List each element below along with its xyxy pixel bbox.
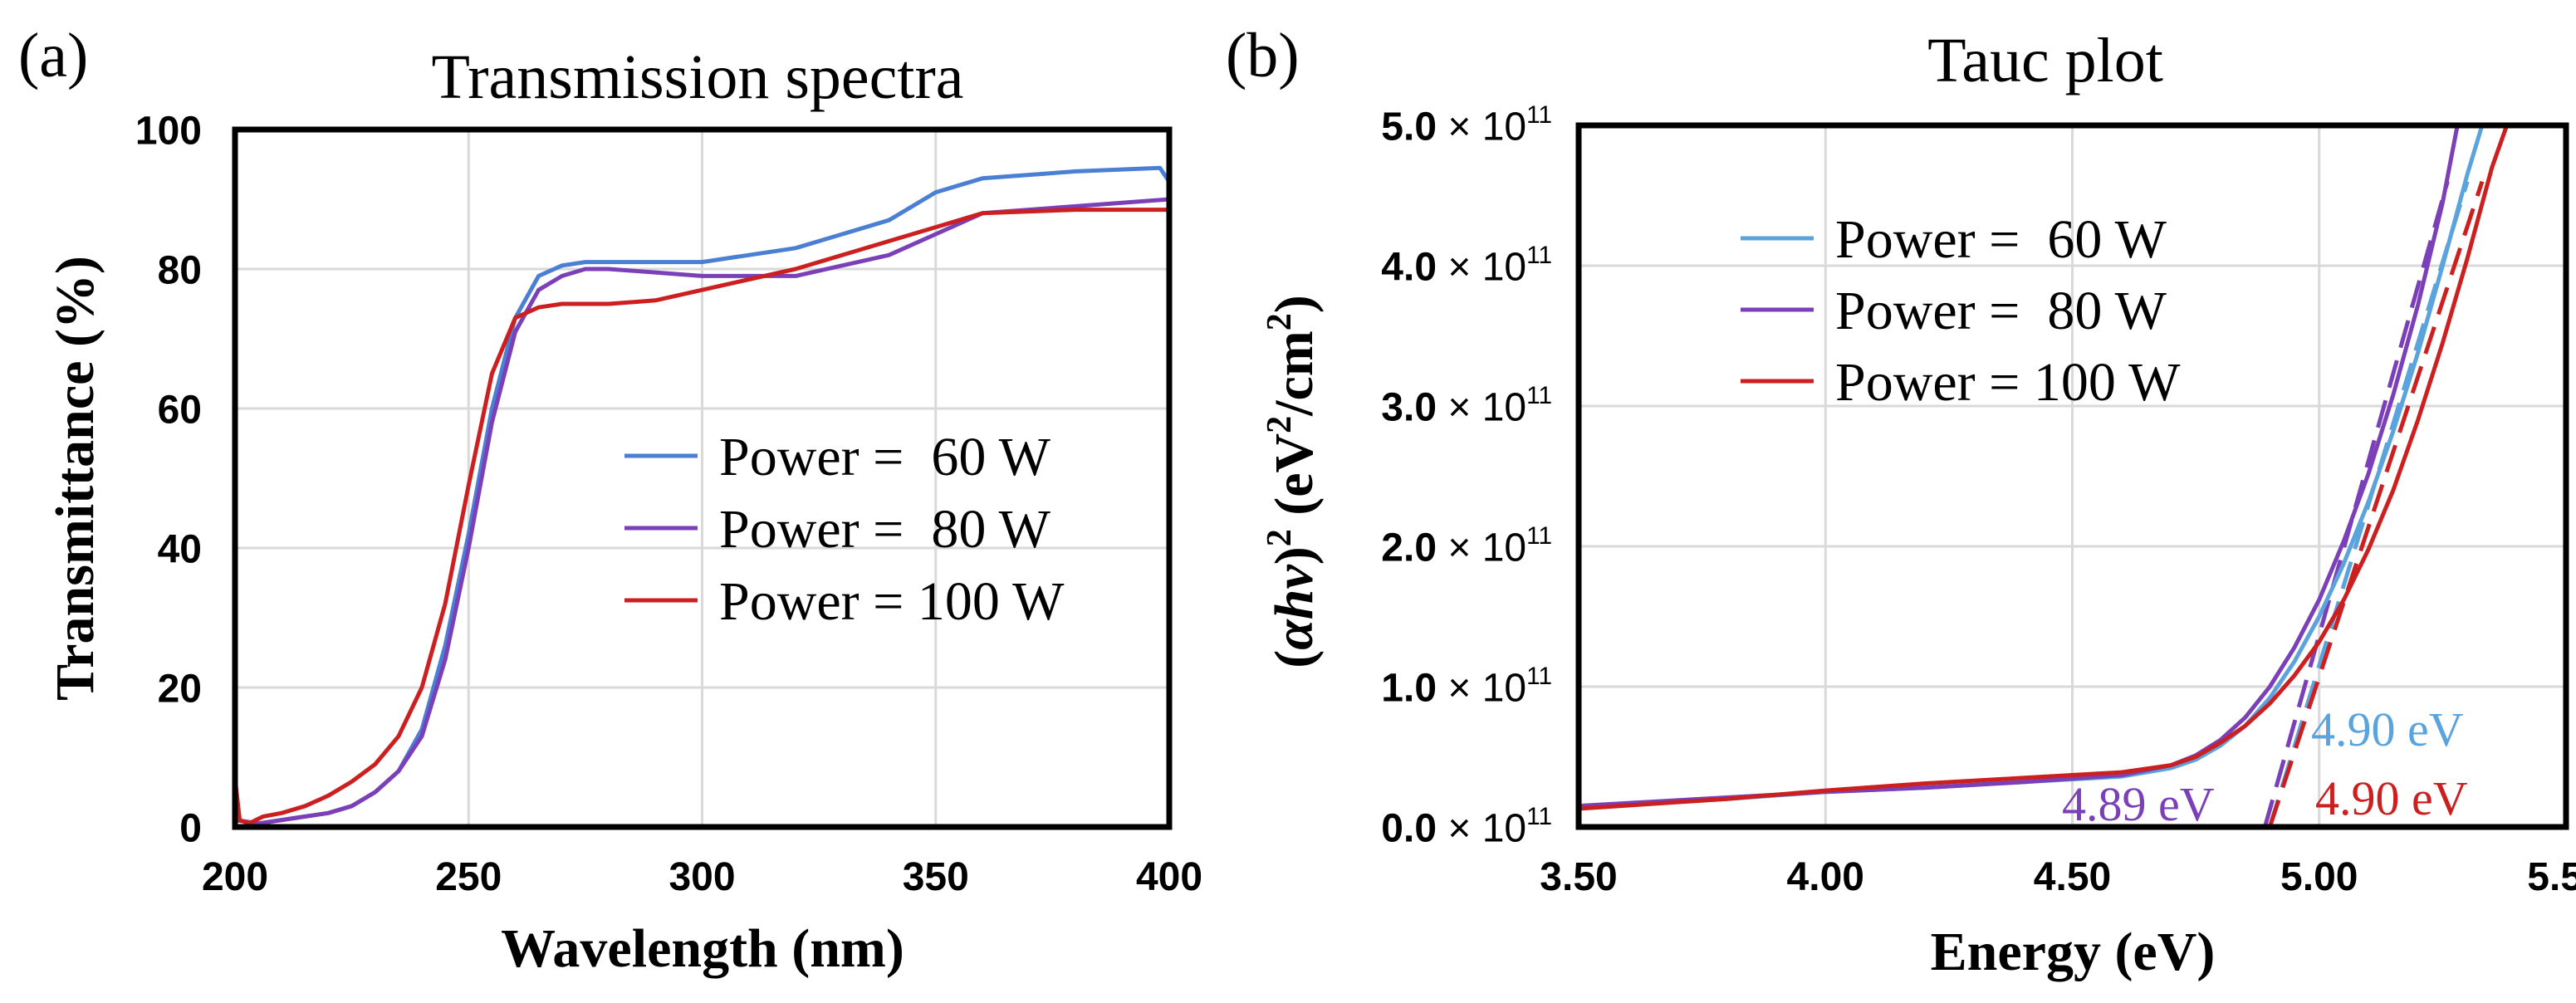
y-tick-label: 40 <box>158 527 202 571</box>
y-tick-exponent: 11 <box>1526 522 1552 550</box>
panel-a-legend: Power = 60 W Power = 80 W Power = 100 W <box>624 427 1065 632</box>
panel-a-y-axis-label: Transmittance (%) <box>45 256 105 701</box>
y-label-nu: ν <box>1264 565 1325 590</box>
panel-a-series <box>233 165 1172 826</box>
y-tick-exponent: 11 <box>1526 663 1552 690</box>
panel-b-legend: Power = 60 W Power = 80 W Power = 100 W <box>1741 209 2181 413</box>
panel-a-legend-label-100w: Power = 100 W <box>719 571 1065 632</box>
y-tick-label: 1.0 × 1011 <box>1381 663 1552 710</box>
y-tick-mantissa: 3.0 <box>1381 385 1447 429</box>
y-tick-label: 60 <box>158 388 202 432</box>
panel-a-yticks: 0 20 40 60 80 100 <box>135 109 202 850</box>
y-label-exp: 2 <box>1261 529 1299 546</box>
panel-b-annotation-100w-bandgap: 4.90 eV <box>2315 771 2468 825</box>
y-tick-label: 0.0 × 1011 <box>1381 803 1552 850</box>
panel-b-annotation-60w-bandgap: 4.90 eV <box>2311 702 2464 756</box>
x-tick-label: 5.50 <box>2527 855 2576 899</box>
y-label-unit-post: ) <box>1264 295 1325 313</box>
panel-a-label: (a) <box>18 21 88 91</box>
fit-line-2 <box>2267 180 2485 828</box>
y-tick-mantissa: 0.0 <box>1381 806 1447 850</box>
y-tick-exponent: 11 <box>1526 101 1552 129</box>
y-tick-times: × <box>1447 385 1471 429</box>
y-label-unit-exp1: 2 <box>1261 416 1299 433</box>
x-tick-label: 300 <box>668 855 735 899</box>
panel-a-xticks: 200 250 300 350 400 <box>202 855 1202 899</box>
y-tick-base: 10 <box>1471 385 1526 429</box>
y-tick-label: 100 <box>135 109 202 153</box>
x-tick-label: 3.50 <box>1540 855 1617 899</box>
y-tick-exponent: 11 <box>1526 242 1552 269</box>
x-tick-label: 350 <box>903 855 969 899</box>
panel-b-series <box>1578 125 2510 811</box>
y-label-alpha: α <box>1264 619 1325 650</box>
panel-b-y-axis-label: (αhν)2 (eV2/cm2) <box>1261 295 1325 668</box>
y-tick-base: 10 <box>1471 105 1526 149</box>
panel-b-legend-label-60w: Power = 60 W <box>1835 209 2167 270</box>
y-tick-label: 80 <box>158 248 202 292</box>
panel-b-x-axis-label: Energy (eV) <box>1931 922 2216 982</box>
x-tick-label: 400 <box>1136 855 1202 899</box>
y-tick-exponent: 11 <box>1526 803 1552 830</box>
panel-a-title: Transmission spectra <box>431 42 963 112</box>
y-label-unit-mid: /cm <box>1264 330 1325 417</box>
panel-b-title: Tauc plot <box>1927 26 2163 95</box>
y-tick-mantissa: 5.0 <box>1381 105 1447 149</box>
panel-b-plot-frame <box>1575 122 2569 830</box>
panel-b-label: (b) <box>1226 21 1300 91</box>
y-tick-label: 4.0 × 1011 <box>1381 242 1552 289</box>
x-tick-label: 4.50 <box>2034 855 2111 899</box>
y-tick-label: 3.0 × 1011 <box>1381 382 1552 429</box>
y-tick-mantissa: 2.0 <box>1381 526 1447 570</box>
y-tick-mantissa: 1.0 <box>1381 666 1447 710</box>
y-tick-label: 2.0 × 1011 <box>1381 522 1552 570</box>
series-line-2 <box>233 208 1169 826</box>
y-tick-base: 10 <box>1471 666 1526 710</box>
panel-b-annotation-80w-bandgap: 4.89 eV <box>2062 777 2215 831</box>
series-line-2 <box>1578 125 2510 811</box>
y-label-unit-pre: (eV <box>1264 433 1325 529</box>
x-tick-label: 5.00 <box>2280 855 2358 899</box>
y-tick-label: 20 <box>158 667 202 711</box>
series-line-1 <box>234 197 1170 826</box>
series-line-1 <box>1578 125 2460 809</box>
panel-b-legend-label-100w: Power = 100 W <box>1835 352 2181 413</box>
panel-a-legend-label-60w: Power = 60 W <box>719 427 1051 487</box>
y-tick-label: 0 <box>179 806 202 850</box>
y-tick-mantissa: 4.0 <box>1381 245 1447 289</box>
y-tick-exponent: 11 <box>1526 382 1552 409</box>
panel-a: (a) Transmission spectra 200 250 300 350 400… <box>18 21 1202 979</box>
y-label-close-paren: ) <box>1264 546 1325 565</box>
panel-a-x-axis-label: Wavelength (nm) <box>501 918 904 979</box>
y-tick-times: × <box>1447 806 1471 850</box>
x-tick-label: 250 <box>435 855 502 899</box>
y-tick-times: × <box>1447 666 1471 710</box>
y-tick-times: × <box>1447 105 1471 149</box>
y-tick-base: 10 <box>1471 806 1526 850</box>
panel-b-legend-label-80w: Power = 80 W <box>1835 281 2167 341</box>
x-tick-label: 200 <box>202 855 268 899</box>
y-tick-times: × <box>1447 526 1471 570</box>
y-label-h: h <box>1264 590 1325 620</box>
x-tick-label: 4.00 <box>1787 855 1864 899</box>
panel-b-xticks: 3.50 4.00 4.50 5.00 5.50 <box>1540 855 2576 899</box>
y-label-unit-exp2: 2 <box>1261 313 1299 330</box>
panel-a-legend-label-80w: Power = 80 W <box>719 499 1051 560</box>
y-tick-base: 10 <box>1471 526 1526 570</box>
y-tick-base: 10 <box>1471 245 1526 289</box>
y-tick-label: 5.0 × 1011 <box>1381 101 1552 149</box>
panel-a-plot-frame <box>232 126 1173 830</box>
panel-b: (b) Tauc plot 3.50 4.00 4.50 5.00 5.50 0.0 ×… <box>1226 21 2576 982</box>
y-label-open-paren: ( <box>1264 650 1325 668</box>
y-tick-times: × <box>1447 245 1471 289</box>
